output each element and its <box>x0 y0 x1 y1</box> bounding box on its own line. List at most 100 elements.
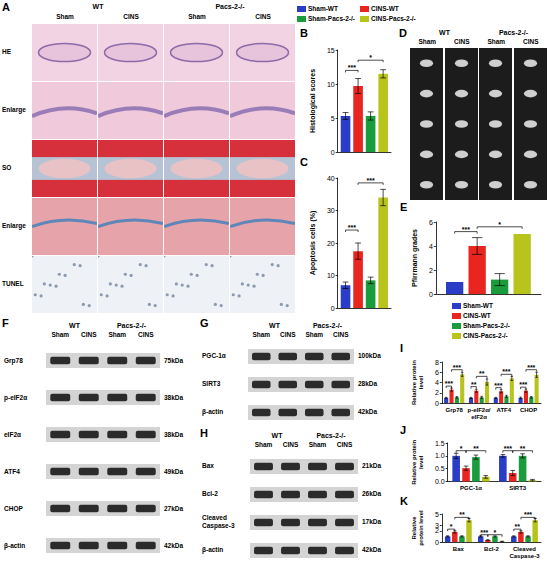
html-text:B: B <box>300 27 308 39</box>
svg-text:***: *** <box>348 64 356 71</box>
svg-text:**: ** <box>471 381 477 388</box>
html-text:CINS-Pacs-2-/-: CINS-Pacs-2-/- <box>371 15 416 23</box>
svg-text:Relative: Relative <box>411 516 417 540</box>
svg-text:eIF2α: eIF2α <box>471 414 487 420</box>
svg-text:Grp78: Grp78 <box>446 407 464 413</box>
svg-text:***: *** <box>527 364 535 371</box>
svg-text:Cleaved: Cleaved <box>513 546 536 552</box>
svg-text:Histological scores: Histological scores <box>309 69 317 133</box>
html-text:Cleaved Caspase-3: Cleaved Caspase-3 <box>202 514 235 529</box>
svg-text:ATF4: ATF4 <box>497 407 512 413</box>
svg-text:***: *** <box>494 382 502 389</box>
svg-text:2: 2 <box>429 267 433 274</box>
svg-text:5: 5 <box>435 511 439 518</box>
html-text:A: A <box>2 1 10 13</box>
svg-text:10: 10 <box>327 272 335 279</box>
html-text:75kDa: 75kDa <box>164 356 184 364</box>
svg-text:40: 40 <box>327 175 335 182</box>
html-text:Pacs-2-/-: Pacs-2-/- <box>215 3 245 10</box>
html-text:p-eIF2α: p-eIF2α <box>4 393 28 401</box>
html-text:49kDa: 49kDa <box>164 467 184 475</box>
svg-text:Caspase-3: Caspase-3 <box>509 553 540 559</box>
svg-text:1.0: 1.0 <box>435 452 445 459</box>
svg-text:1.5: 1.5 <box>435 440 445 447</box>
html-text:WT: WT <box>92 3 104 10</box>
svg-text:***: *** <box>519 381 527 388</box>
svg-text:Apoptosis cells (%): Apoptosis cells (%) <box>309 211 317 276</box>
svg-text:p-eIF2α/: p-eIF2α/ <box>467 407 490 413</box>
html-text:27kDa: 27kDa <box>164 504 184 512</box>
svg-text:0: 0 <box>435 539 439 546</box>
svg-text:10: 10 <box>327 81 335 88</box>
svg-text:0: 0 <box>331 149 335 156</box>
svg-text:6: 6 <box>429 219 433 226</box>
svg-text:0.5: 0.5 <box>435 465 445 472</box>
html-text:E: E <box>400 201 408 213</box>
svg-text:0: 0 <box>435 400 439 407</box>
svg-text:*: * <box>498 221 501 228</box>
svg-text:level: level <box>418 455 424 469</box>
html-text:K: K <box>400 495 408 507</box>
svg-text:***: *** <box>462 226 470 233</box>
svg-text:***: *** <box>480 529 488 536</box>
html-text:CINS-WT: CINS-WT <box>463 312 491 320</box>
svg-text:**: ** <box>473 445 479 452</box>
svg-text:Bax: Bax <box>453 546 465 552</box>
svg-text:Pfirrmann grades: Pfirrmann grades <box>411 229 419 287</box>
svg-text:**: ** <box>520 445 526 452</box>
svg-text:15: 15 <box>327 47 335 54</box>
svg-text:Relative protein: Relative protein <box>411 439 417 484</box>
svg-text:level: level <box>418 376 424 390</box>
html-text:38kDa: 38kDa <box>164 393 184 401</box>
html-text:38kDa: 38kDa <box>164 430 184 438</box>
svg-text:Relative protein: Relative protein <box>411 360 417 405</box>
svg-text:0: 0 <box>429 291 433 298</box>
svg-text:protein level: protein level <box>418 510 424 546</box>
svg-text:2: 2 <box>435 389 439 396</box>
svg-text:4: 4 <box>435 379 439 386</box>
svg-text:6: 6 <box>435 369 439 376</box>
html-text:Sham-WT: Sham-WT <box>308 5 338 13</box>
svg-text:***: *** <box>502 368 510 375</box>
html-text:eIF2α: eIF2α <box>4 430 21 438</box>
svg-text:SIRT3: SIRT3 <box>509 485 527 491</box>
svg-text:PGC-1α: PGC-1α <box>460 485 482 491</box>
html-text:Grp78: Grp78 <box>4 356 23 364</box>
html-text:ATF4: ATF4 <box>4 467 20 475</box>
svg-text:5: 5 <box>331 115 335 122</box>
html-text:G: G <box>200 317 209 329</box>
svg-text:0.0: 0.0 <box>435 478 445 485</box>
html-text:D: D <box>399 27 407 39</box>
svg-text:***: *** <box>524 511 532 518</box>
svg-text:**: ** <box>459 511 465 518</box>
svg-text:*: * <box>450 523 453 530</box>
svg-text:*: * <box>369 54 372 61</box>
svg-text:20: 20 <box>327 240 335 247</box>
svg-text:***: *** <box>445 380 453 387</box>
svg-text:**: ** <box>515 523 521 530</box>
html-text:CHOP: CHOP <box>4 504 23 512</box>
svg-text:*: * <box>494 529 497 536</box>
svg-text:8: 8 <box>435 359 439 366</box>
html-text:β-actin: β-actin <box>4 541 26 549</box>
html-text:H: H <box>200 427 208 439</box>
svg-text:3: 3 <box>435 522 439 529</box>
svg-text:***: *** <box>504 445 512 452</box>
html-text:Sham-Pacs-2-/-: Sham-Pacs-2-/- <box>308 15 355 23</box>
html-text:Sham-Pacs-2-/-: Sham-Pacs-2-/- <box>463 322 510 330</box>
svg-text:***: *** <box>348 224 356 231</box>
svg-text:CHOP: CHOP <box>520 407 537 413</box>
svg-text:***: *** <box>453 364 461 371</box>
html-text:Sham-WT: Sham-WT <box>463 302 493 310</box>
html-text:CINS-Pacs-2-/-: CINS-Pacs-2-/- <box>463 332 508 340</box>
svg-text:30: 30 <box>327 207 335 214</box>
svg-text:0: 0 <box>331 305 335 312</box>
html-text:C: C <box>300 156 308 168</box>
html-text:CINS-WT: CINS-WT <box>371 5 399 13</box>
svg-text:*: * <box>460 445 463 452</box>
svg-text:***: *** <box>367 177 375 184</box>
svg-text:4: 4 <box>429 243 433 250</box>
html-text:42kDa: 42kDa <box>164 541 184 549</box>
svg-text:Bcl-2: Bcl-2 <box>484 546 499 552</box>
svg-text:**: ** <box>479 370 485 377</box>
